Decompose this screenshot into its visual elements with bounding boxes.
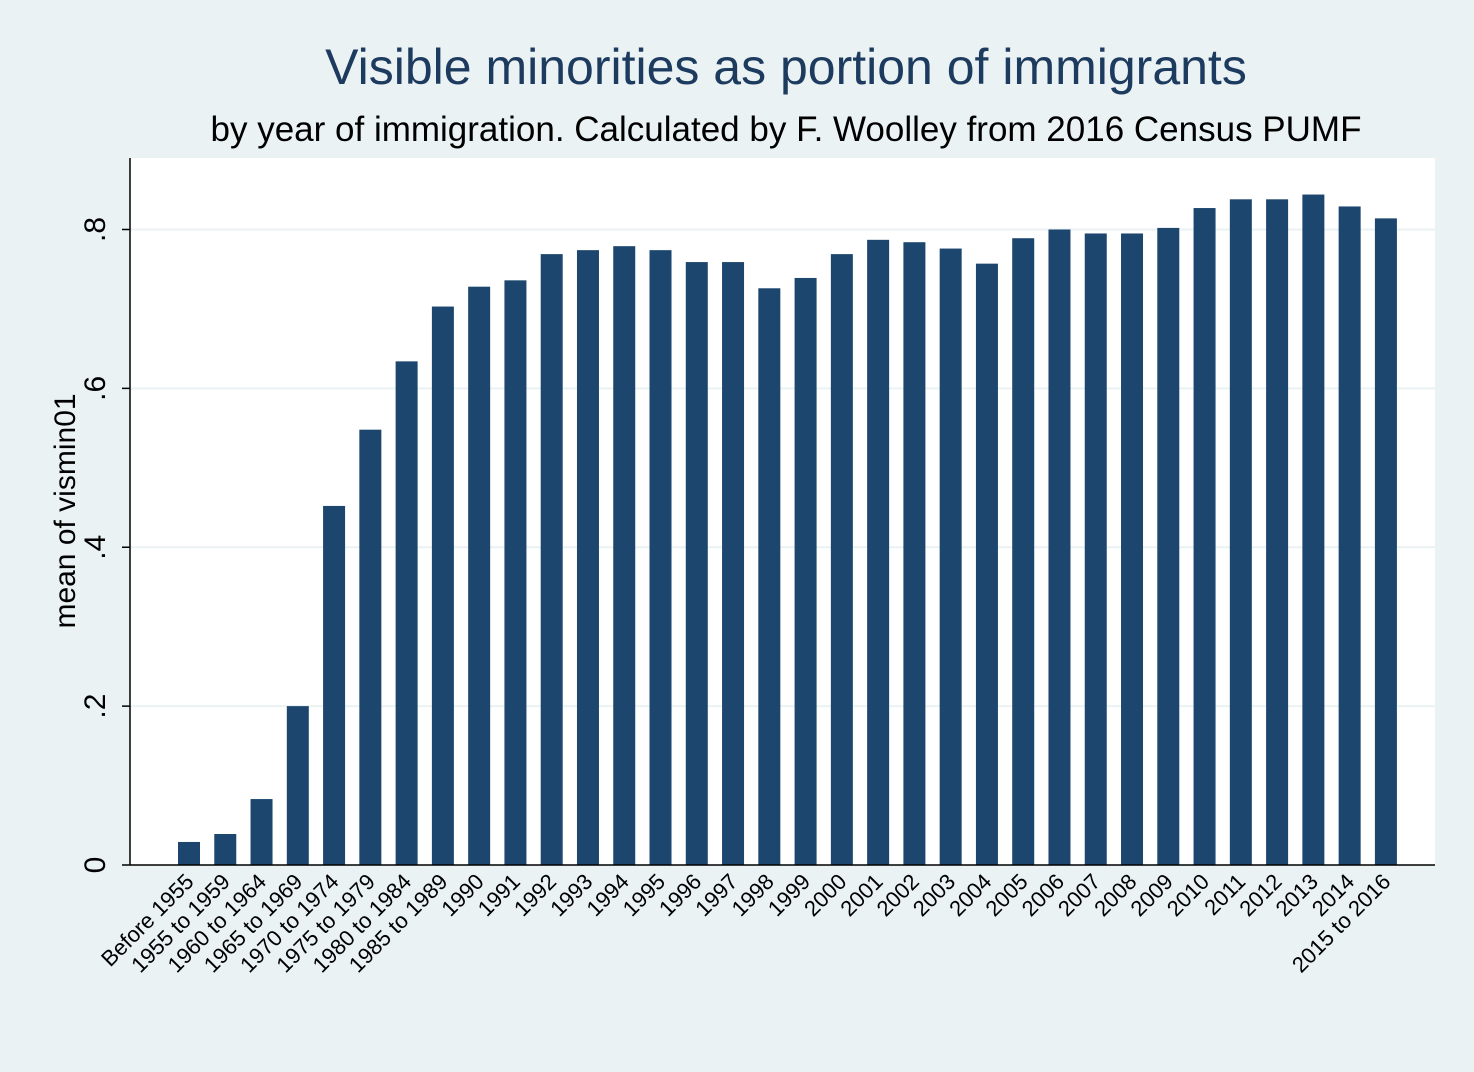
- y-tick-label: .6: [79, 376, 112, 401]
- bar-29: [1229, 199, 1252, 865]
- bar-23: [1012, 238, 1035, 865]
- y-tick-label: .2: [79, 694, 112, 719]
- chart-subtitle: by year of immigration. Calculated by F.…: [211, 110, 1362, 149]
- y-axis-ticks: 0 .2 .4 .6 .8: [79, 217, 130, 873]
- bar-6: [395, 361, 418, 865]
- bars: [178, 194, 1397, 866]
- bar-18: [830, 254, 853, 865]
- bar-14: [685, 262, 708, 865]
- bar-33: [1374, 218, 1397, 865]
- bar-27: [1157, 227, 1180, 865]
- y-tick-label: .8: [79, 217, 112, 242]
- bar-17: [794, 277, 817, 866]
- plot-area: [130, 158, 1435, 865]
- bar-10: [540, 254, 563, 865]
- bar-32: [1338, 206, 1361, 866]
- y-axis-title: mean of vismin01: [49, 393, 82, 628]
- bar-24: [1048, 229, 1071, 865]
- bar-22: [975, 263, 998, 865]
- gridlines: [130, 228, 1435, 708]
- bar-4: [323, 505, 346, 865]
- y-tick-label: .4: [79, 535, 112, 560]
- chart-title: Visible minorities as portion of immigra…: [325, 39, 1247, 95]
- bar-26: [1121, 233, 1144, 865]
- bar-15: [722, 262, 745, 865]
- bar-31: [1302, 194, 1325, 866]
- bar-8: [468, 286, 491, 865]
- bar-11: [576, 250, 599, 865]
- bar-13: [649, 250, 672, 865]
- bar-1: [214, 834, 237, 865]
- bar-30: [1266, 199, 1289, 865]
- y-tick-label: 0: [79, 857, 112, 874]
- bar-20: [903, 242, 926, 866]
- bar-25: [1084, 233, 1107, 865]
- bar-21: [939, 248, 962, 865]
- bar-0: [178, 841, 200, 865]
- bar-9: [504, 280, 527, 865]
- bar-2: [250, 799, 273, 865]
- bar-16: [758, 288, 781, 865]
- bar-12: [613, 246, 636, 866]
- bar-7: [431, 306, 454, 865]
- bar-3: [286, 706, 309, 865]
- bar-28: [1193, 208, 1216, 865]
- bar-19: [867, 239, 890, 865]
- bar-5: [359, 429, 382, 865]
